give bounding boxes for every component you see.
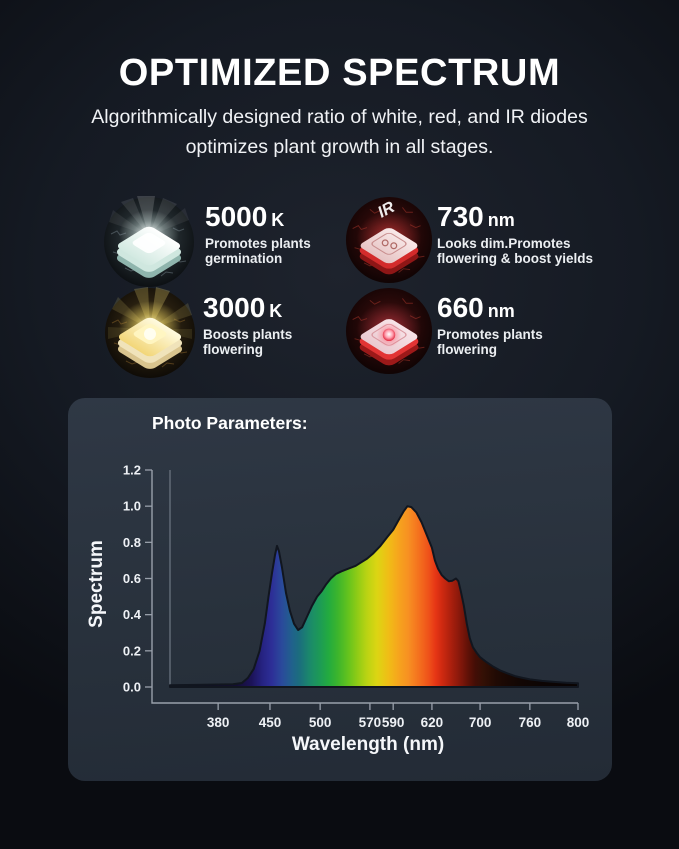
feature-value-row: 730 nm (437, 203, 593, 231)
x-tick-label: 760 (519, 715, 542, 730)
ir-badge-label: IR (375, 198, 398, 222)
page-subtitle: Algorithmically designed ratio of white,… (0, 102, 679, 162)
x-tick-label: 620 (421, 715, 444, 730)
photo-parameters-panel: Photo Parameters: 0.0 0.2 0.4 0.6 0.8 1.0 1.2 3… (68, 398, 612, 781)
chart-title: Photo Parameters: (152, 413, 308, 433)
y-tick-label: 0.0 (123, 680, 141, 695)
feature-description: Looks dim.Promotes flowering & boost yie… (437, 236, 593, 266)
spectrum-chart: 0.0 0.2 0.4 0.6 0.8 1.0 1.2 380 450 500 570 590 620 7… (86, 463, 589, 756)
feature-unit: nm (487, 210, 515, 230)
x-tick-label: 590 (382, 715, 405, 730)
feature-desc-line: Promotes plants (205, 236, 311, 251)
y-tick-label: 0.8 (123, 535, 141, 550)
feature-unit: K (271, 210, 285, 230)
feature-value: 730 (437, 201, 484, 232)
subtitle-line-1: Algorithmically designed ratio of white,… (91, 106, 588, 128)
red-led-chip-icon (345, 287, 433, 375)
axis-spines (151, 470, 578, 704)
spectrum-curve (169, 505, 579, 688)
feature-value: 660 (437, 292, 484, 323)
feature-value-row: 3000 K (203, 294, 292, 322)
feature-unit: K (269, 301, 283, 321)
feature-unit: nm (487, 301, 515, 321)
x-tick-marks (217, 703, 579, 710)
x-tick-labels: 380 450 500 570 590 620 700 760 800 (207, 715, 589, 730)
y-tick-marks (145, 469, 152, 688)
ir-led-chip-icon: IR (345, 196, 433, 284)
feature-660nm: 660 nm Promotes plants flowering (345, 287, 543, 375)
x-tick-label: 380 (207, 715, 230, 730)
white-led-chip-icon (104, 196, 194, 287)
x-tick-label: 700 (469, 715, 492, 730)
y-tick-label: 0.2 (123, 643, 141, 658)
feature-description: Promotes plants flowering (437, 327, 543, 357)
feature-value: 3000 (203, 292, 266, 323)
y-tick-labels: 0.0 0.2 0.4 0.6 0.8 1.0 1.2 (123, 463, 142, 695)
y-axis-title: Spectrum (86, 540, 107, 628)
x-tick-label: 450 (259, 715, 282, 730)
feature-5000k: 5000 K Promotes plants germination (103, 196, 311, 288)
x-tick-label: 570 (359, 715, 382, 730)
y-tick-label: 0.4 (123, 607, 142, 622)
subtitle-line-2: optimizes plant growth in all stages. (185, 136, 494, 159)
feature-value-row: 660 nm (437, 294, 543, 322)
feature-desc-line: germination (205, 251, 283, 267)
page-title: OPTIMIZED SPECTRUM (118, 52, 561, 94)
feature-730nm: IR 730 nm Looks dim.Promotes flowering & … (345, 196, 593, 284)
feature-desc-line: Looks dim.Promotes (437, 236, 571, 251)
x-axis-title: Wavelength (nm) (292, 734, 444, 755)
y-tick-label: 1.0 (123, 499, 141, 514)
warm-led-chip-icon (105, 287, 195, 378)
feature-description: Boosts plants flowering (203, 327, 292, 357)
feature-description: Promotes plants germination (205, 236, 311, 266)
feature-desc-line: Promotes plants (437, 327, 543, 342)
feature-3000k: 3000 K Boosts plants flowering (104, 287, 292, 379)
feature-desc-line: flowering (203, 342, 263, 358)
y-tick-label: 0.6 (123, 571, 141, 586)
feature-value: 5000 (205, 201, 268, 232)
y-tick-label: 1.2 (123, 463, 141, 478)
x-tick-label: 500 (309, 715, 332, 730)
feature-desc-line: flowering & boost yields (437, 251, 594, 267)
feature-desc-line: flowering (437, 342, 497, 358)
feature-desc-line: Boosts plants (203, 327, 293, 342)
feature-value-row: 5000 K (205, 203, 311, 231)
x-tick-label: 800 (567, 715, 590, 730)
